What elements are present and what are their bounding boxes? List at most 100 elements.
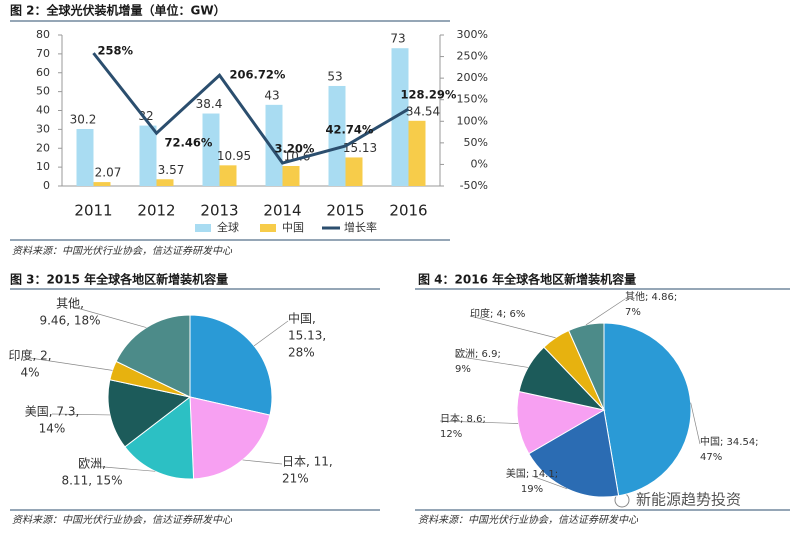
leader-line [29, 357, 113, 371]
y-tick-label: 70 [36, 47, 50, 60]
legend-key [260, 224, 276, 232]
legend-label: 全球 [217, 220, 239, 234]
data-label: 3.20% [275, 142, 315, 156]
slice-label: 其他, [56, 297, 84, 311]
legend-label: 中国 [282, 221, 304, 234]
data-label: 258% [98, 44, 134, 58]
legend-label: 增长率 [344, 220, 377, 234]
leader-line [454, 355, 529, 368]
slice-label: 印度; 4; 6% [470, 307, 525, 320]
y-tick-label: 30 [36, 122, 50, 135]
bar [282, 165, 300, 186]
data-label: 128.29% [401, 88, 457, 102]
source: 资料来源：中国光伏行业协会，信达证券研发中心 [12, 514, 233, 526]
slice-label: 9.46, 18% [39, 314, 100, 328]
leader-line [242, 459, 283, 465]
data-label: 73 [390, 32, 405, 46]
leader-line [91, 465, 156, 472]
pie-slice [603, 322, 692, 497]
bar [202, 113, 220, 186]
x-tick-label: 2012 [137, 202, 175, 220]
y2-tick-label: -50% [460, 179, 488, 192]
bar [139, 125, 157, 186]
y2-tick-label: 200% [457, 71, 488, 84]
pie-slice [567, 322, 605, 411]
leader-line [253, 320, 289, 347]
data-label: 30.2 [70, 112, 97, 126]
y2-tick-label: 300% [457, 28, 488, 41]
data-label: 10.95 [217, 149, 251, 163]
slice-label: 12% [440, 429, 462, 440]
pie-slice [124, 396, 195, 480]
bar [156, 179, 174, 186]
y-tick-label: 50 [36, 85, 50, 98]
watermark: 新能源趋势投资 [636, 491, 741, 509]
slice-label: 中国, [288, 311, 316, 326]
slice-label: 4% [20, 366, 39, 380]
y-tick-label: 10 [36, 160, 50, 173]
y-tick-label: 60 [36, 66, 50, 79]
y-tick-label: 40 [36, 104, 50, 117]
data-label: 2.07 [95, 166, 122, 180]
bar [219, 165, 237, 186]
leader-line [69, 305, 147, 328]
slice-label: 美国, 7.3, [25, 405, 80, 419]
x-tick-label: 2011 [74, 202, 112, 220]
bar [93, 182, 111, 186]
data-label: 15.13 [343, 141, 377, 155]
slice-label: 欧洲, [78, 457, 106, 471]
leader-line [690, 402, 701, 445]
source: 资料来源：中国光伏行业协会，信达证券研发中心 [12, 245, 233, 257]
x-tick-label: 2014 [263, 202, 301, 220]
data-label: 3.57 [158, 163, 185, 177]
slice-label: 欧洲; 6.9; [455, 348, 501, 360]
leader-line [51, 413, 110, 416]
chart-title: 图 4：2016 年全球各地区新增装机容量 [418, 272, 636, 287]
data-label: 206.72% [230, 68, 286, 82]
y2-tick-label: 250% [457, 50, 488, 63]
slice-label: 28% [288, 346, 315, 360]
data-label: 38.4 [196, 97, 223, 111]
slice-label: 8.11, 15% [61, 474, 122, 488]
slice-label: 其他; 4.86; [625, 290, 677, 303]
y-tick-label: 0 [43, 179, 50, 192]
legend-key [195, 224, 211, 232]
leader-line [585, 298, 626, 326]
slice-label: 日本; 8.6; [440, 412, 486, 425]
x-tick-label: 2015 [326, 202, 364, 220]
leader-line [469, 315, 556, 339]
slice-label: 中国; 34.54; [700, 435, 759, 448]
bar [328, 85, 346, 186]
y-tick-label: 20 [36, 141, 50, 154]
bar [345, 157, 363, 186]
data-label: 34.54 [406, 104, 440, 118]
slice-label: 印度, 2, [8, 348, 51, 363]
growth-line [92, 52, 410, 165]
bar [391, 48, 409, 187]
x-tick-label: 2016 [389, 202, 427, 220]
data-label: 42.74% [326, 122, 374, 136]
pie-slice [189, 396, 271, 480]
slice-label: 19% [521, 484, 543, 495]
x-tick-label: 2013 [200, 202, 238, 220]
leader-line [531, 475, 568, 490]
slice-label: 15.13, [288, 329, 326, 343]
pie-slice [516, 390, 606, 455]
data-label: 53 [327, 69, 342, 83]
y2-tick-label: 100% [457, 114, 488, 127]
bar [76, 128, 94, 186]
pie-slice [115, 314, 191, 398]
y2-tick-label: 50% [464, 136, 488, 149]
y-tick-label: 80 [36, 28, 50, 41]
y2-tick-label: 150% [457, 93, 488, 106]
chart-title: 图 3：2015 年全球各地区新增装机容量 [10, 272, 228, 287]
slice-label: 47% [700, 452, 722, 463]
data-label: 72.46% [165, 136, 213, 150]
slice-label: 9% [455, 364, 471, 375]
slice-label: 美国; 14.1; [506, 467, 558, 480]
bar [265, 104, 283, 186]
bar [408, 120, 426, 186]
slice-label: 7% [625, 307, 641, 318]
data-label: 43 [264, 88, 279, 102]
